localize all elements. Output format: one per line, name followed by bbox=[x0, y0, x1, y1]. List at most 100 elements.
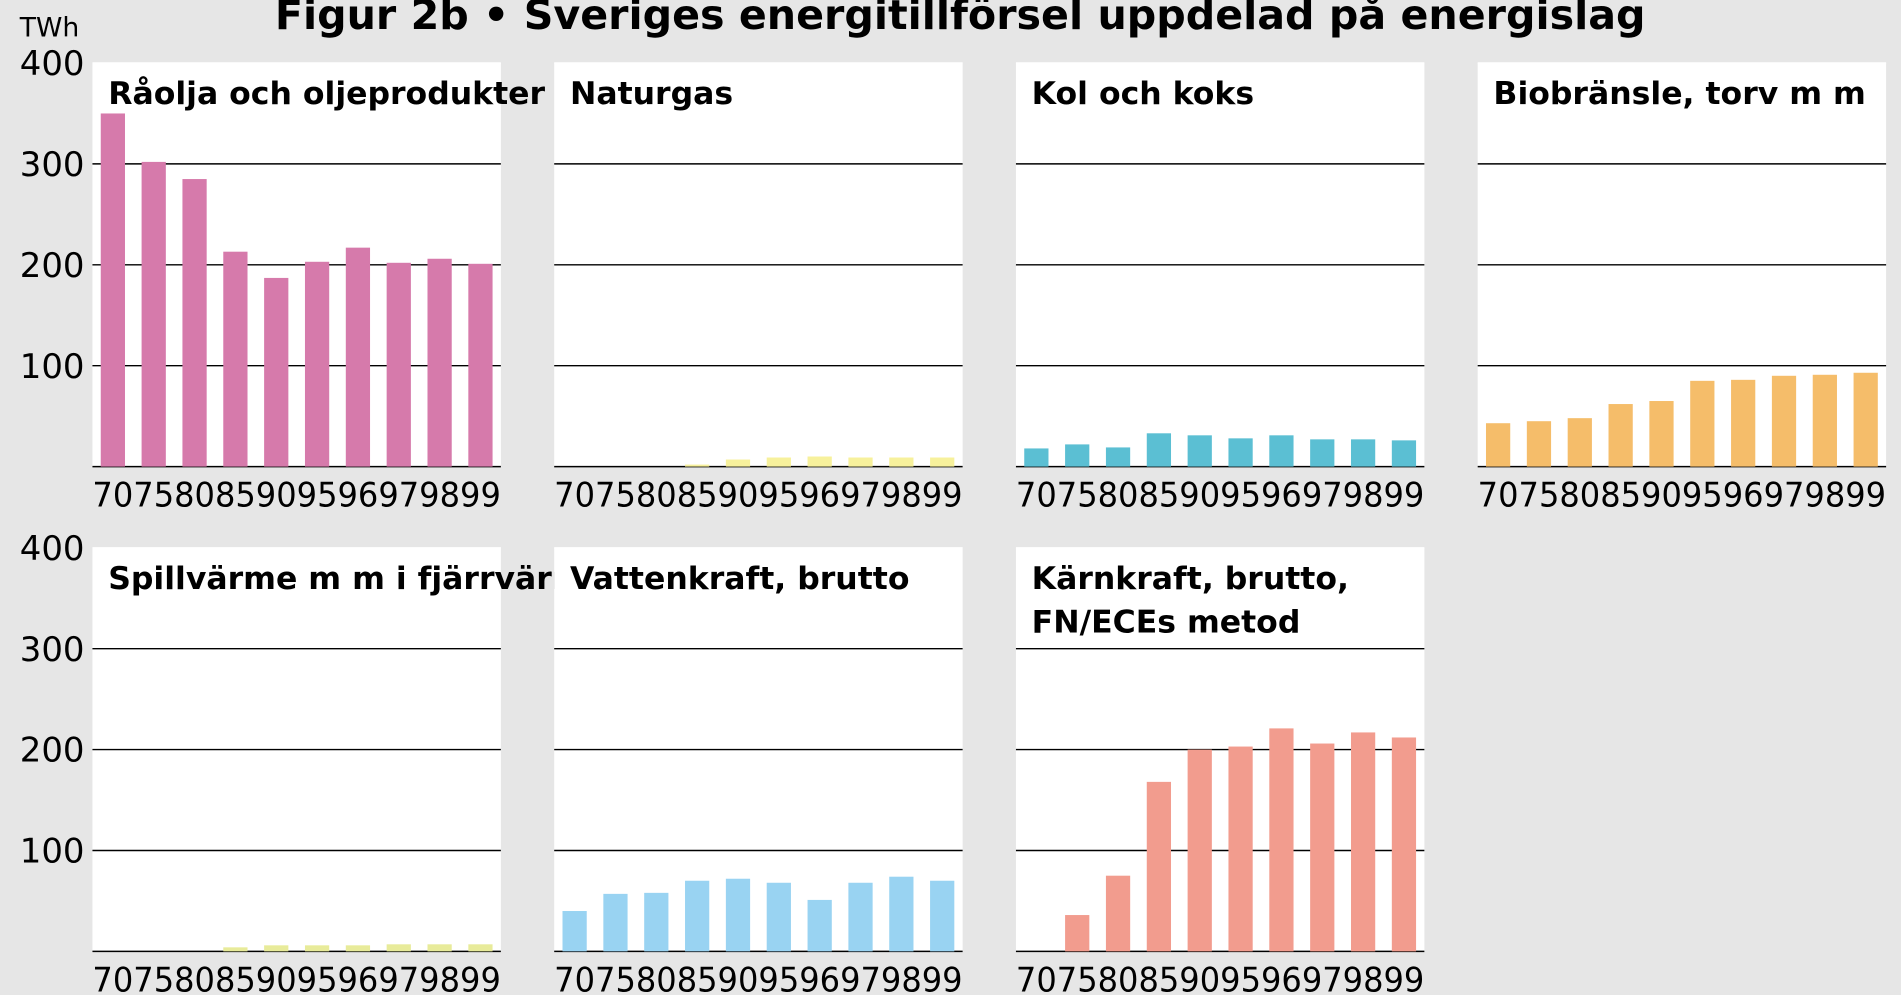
x-tick-label: 70 bbox=[554, 961, 595, 995]
x-tick-label: 97 bbox=[378, 477, 419, 516]
bar bbox=[930, 457, 955, 467]
bar bbox=[1391, 440, 1417, 467]
x-tick-label: 99 bbox=[1384, 477, 1425, 516]
bar bbox=[725, 459, 751, 467]
y-tick-label: 300 bbox=[20, 631, 85, 670]
x-tick-label: 70 bbox=[92, 961, 133, 995]
x-tick-label: 75 bbox=[133, 961, 174, 995]
bar bbox=[1105, 447, 1131, 467]
x-tick-label: 85 bbox=[215, 961, 256, 995]
bar bbox=[1812, 374, 1837, 467]
x-tick-label: 97 bbox=[378, 961, 419, 995]
bar bbox=[807, 456, 832, 467]
y-tick-label: 100 bbox=[20, 833, 85, 872]
x-tick-label: 90 bbox=[256, 961, 297, 995]
bar bbox=[1350, 439, 1376, 467]
bar bbox=[1350, 732, 1376, 952]
bar bbox=[889, 876, 914, 952]
x-tick-label: 80 bbox=[636, 477, 677, 516]
x-tick-label: 95 bbox=[1220, 961, 1261, 995]
bar bbox=[1526, 421, 1552, 467]
panel-title: Naturgas bbox=[570, 76, 733, 112]
x-tick-label: 90 bbox=[718, 961, 759, 995]
bar bbox=[889, 457, 914, 467]
x-tick-label: 85 bbox=[677, 961, 718, 995]
bar bbox=[1024, 448, 1049, 467]
bar bbox=[1105, 875, 1131, 952]
x-tick-label: 99 bbox=[460, 961, 501, 995]
x-tick-label: 95 bbox=[1220, 477, 1261, 516]
y-tick-label: 200 bbox=[20, 247, 85, 286]
x-tick-label: 85 bbox=[1600, 477, 1641, 516]
x-tick-label: 70 bbox=[1016, 477, 1057, 516]
panel-title: Råolja och oljeprodukter bbox=[108, 75, 545, 112]
x-tick-label: 96 bbox=[799, 477, 840, 516]
bar bbox=[1771, 375, 1797, 467]
bar bbox=[1310, 439, 1335, 467]
bar bbox=[1649, 401, 1674, 467]
bar bbox=[1485, 423, 1511, 467]
y-tick-label: 100 bbox=[20, 348, 85, 387]
x-tick-label: 98 bbox=[419, 961, 460, 995]
panel-title: Kol och koks bbox=[1032, 76, 1254, 112]
panel-title: Biobränsle, torv m m bbox=[1493, 76, 1865, 112]
x-tick-label: 90 bbox=[1179, 477, 1220, 516]
bar bbox=[1269, 435, 1294, 467]
x-tick-label: 99 bbox=[460, 477, 501, 516]
bar bbox=[304, 261, 330, 467]
bar bbox=[468, 944, 493, 952]
x-tick-label: 98 bbox=[881, 961, 922, 995]
x-tick-label: 80 bbox=[636, 961, 677, 995]
panel-title: FN/ECEs metod bbox=[1032, 605, 1301, 641]
x-tick-label: 75 bbox=[133, 477, 174, 516]
bar bbox=[386, 944, 411, 952]
bar bbox=[1228, 438, 1253, 467]
bar bbox=[1853, 372, 1878, 467]
bar bbox=[766, 457, 791, 467]
bar bbox=[223, 947, 248, 952]
bar bbox=[1065, 444, 1090, 467]
bar bbox=[1608, 404, 1633, 467]
x-tick-label: 90 bbox=[256, 477, 297, 516]
x-tick-label: 99 bbox=[922, 477, 963, 516]
bar bbox=[386, 262, 411, 467]
x-tick-label: 97 bbox=[1302, 477, 1343, 516]
x-tick-label: 96 bbox=[1261, 961, 1302, 995]
bar bbox=[603, 893, 628, 952]
bar bbox=[1187, 435, 1212, 467]
x-tick-label: 85 bbox=[215, 477, 256, 516]
x-tick-label: 98 bbox=[1343, 477, 1384, 516]
bar bbox=[1146, 781, 1172, 952]
x-tick-label: 95 bbox=[297, 961, 338, 995]
x-tick-label: 90 bbox=[718, 477, 759, 516]
x-tick-label: 96 bbox=[338, 961, 379, 995]
x-tick-label: 98 bbox=[1343, 961, 1384, 995]
x-tick-label: 98 bbox=[1804, 477, 1845, 516]
bar bbox=[930, 880, 955, 952]
bar bbox=[1269, 728, 1294, 952]
bar bbox=[100, 113, 125, 467]
bar bbox=[562, 911, 587, 952]
bar bbox=[1391, 737, 1417, 952]
x-tick-label: 96 bbox=[338, 477, 379, 516]
panel-title: Kärnkraft, brutto, bbox=[1032, 561, 1349, 597]
bar bbox=[427, 258, 452, 467]
x-tick-label: 80 bbox=[174, 477, 215, 516]
x-tick-label: 98 bbox=[881, 477, 922, 516]
x-tick-label: 96 bbox=[1723, 477, 1764, 516]
panel-title: Vattenkraft, brutto bbox=[570, 561, 910, 597]
bar bbox=[848, 457, 873, 467]
chart-title: Figur 2b • Sveriges energitillförsel upp… bbox=[275, 0, 1646, 39]
x-tick-label: 75 bbox=[595, 961, 636, 995]
bar bbox=[427, 944, 452, 952]
bar bbox=[468, 263, 493, 467]
x-tick-label: 99 bbox=[1384, 961, 1425, 995]
x-tick-label: 80 bbox=[1098, 961, 1139, 995]
x-tick-label: 80 bbox=[1559, 477, 1600, 516]
unit-label: TWh bbox=[19, 12, 80, 43]
bar bbox=[685, 880, 710, 952]
x-tick-label: 99 bbox=[922, 961, 963, 995]
x-tick-label: 75 bbox=[1057, 961, 1098, 995]
